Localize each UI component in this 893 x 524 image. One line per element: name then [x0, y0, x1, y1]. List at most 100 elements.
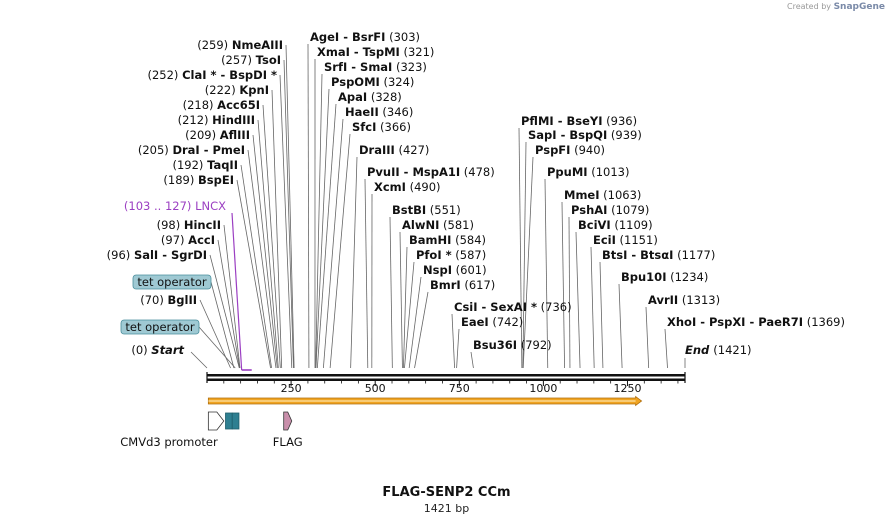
site-text: PspFI (940) [535, 143, 605, 157]
site-connector [408, 276, 422, 369]
site-lines [190, 43, 686, 369]
site-text: EaeI (742) [461, 315, 523, 329]
site-text: AvrII (1313) [648, 293, 720, 307]
site-text: (189) BspEI [163, 173, 234, 187]
site-text: BstBI (551) [392, 203, 461, 217]
primer-text: (103 .. 127) LNCX [124, 199, 226, 213]
site-connector [209, 254, 240, 369]
site-text: (252) ClaI * - BspDI * [147, 68, 277, 82]
site-text: BciVI (1109) [578, 218, 653, 232]
site-nspi: NspI (601) [423, 263, 487, 277]
feature-tet-operator [225, 412, 233, 430]
tet-connector [210, 281, 235, 369]
site-text: Bpu10I (1234) [621, 270, 708, 284]
site-connector [404, 261, 415, 369]
site-clai-bspdi: (252) ClaI * - BspDI * [147, 68, 277, 82]
site-connector [315, 73, 323, 369]
site-connector [307, 43, 310, 369]
snapgene-logo-text: SnapGene [833, 2, 885, 12]
site-nmeaiii: (259) NmeAIII [197, 38, 283, 52]
site-text: MmeI (1063) [564, 188, 641, 202]
site-bcivi: BciVI (1109) [578, 218, 653, 232]
site-taqii: (192) TaqII [172, 158, 238, 172]
axis-tick: 500 [365, 381, 386, 395]
site-bspei: (189) BspEI [163, 173, 234, 187]
site-connector [364, 178, 369, 369]
site-text: (259) NmeAIII [197, 38, 283, 52]
feature-shape [231, 412, 240, 430]
credit-prefix: Created by [787, 2, 832, 11]
site-connector [315, 88, 330, 369]
backbone-strand-top [207, 374, 685, 377]
site-text: PflMI - BseYI (936) [521, 114, 637, 128]
site-connector [257, 119, 279, 369]
axis-tick: 750 [449, 381, 470, 395]
site-ecii: EciI (1151) [593, 233, 658, 247]
tet-operator-label: tet operator [120, 319, 200, 335]
site-text: (70) BglII [140, 293, 197, 307]
site-connector [247, 149, 277, 369]
site-connector [403, 246, 408, 369]
site-connector [645, 306, 650, 369]
site-pflmi-bseyi: PflMI - BseYI (936) [521, 114, 637, 128]
site-text: (218) Acc65I [183, 98, 260, 112]
site-connector [456, 328, 460, 369]
site-kpni: (222) KpnI [205, 83, 269, 97]
site-drai-pmei: (205) DraI - PmeI [138, 143, 245, 157]
site-pshai: PshAI (1079) [571, 203, 649, 217]
backbone-strand-bottom [207, 378, 685, 381]
site-text: BmrI (617) [430, 278, 495, 292]
start-label: (0) Start [131, 343, 184, 357]
site-connector [561, 201, 565, 369]
feature-shape [283, 411, 293, 431]
site-ppumi: PpuMI (1013) [547, 165, 629, 179]
site-connector [283, 59, 294, 369]
axis-tick: 1000 [529, 381, 557, 395]
site-connector [329, 133, 351, 369]
site-xmai-tspmi: XmaI - TspMI (321) [317, 45, 434, 59]
site-acc65i: (218) Acc65I [183, 98, 260, 112]
site-connector [279, 74, 293, 369]
site-avrii: AvrII (1313) [648, 293, 720, 307]
site-text: AgeI - BsrFI (303) [310, 30, 420, 44]
plasmid-linear-map: (259) NmeAIII(257) TsoI(252) ClaI * - Bs… [107, 30, 845, 449]
site-text: (209) AflIII [185, 128, 250, 142]
site-connector [223, 224, 241, 369]
tet-operator-text: tet operator [137, 275, 206, 289]
site-text: (97) AccI [161, 233, 215, 247]
site-connector [217, 239, 241, 369]
site-bpu10i: Bpu10I (1234) [621, 270, 708, 284]
site-pspfi: PspFI (940) [535, 143, 605, 157]
site-text: AlwNI (581) [402, 218, 474, 232]
feature-label: CMVd3 promoter [120, 435, 218, 449]
start-connector [190, 351, 208, 369]
site-pvuii-mspa1i: PvuII - MspA1I (478) [367, 165, 495, 179]
site-text: (257) TsoI [221, 53, 281, 67]
feature-label: FLAG [273, 435, 303, 449]
site-text: PspOMI (324) [331, 75, 414, 89]
site-connector [389, 216, 393, 369]
site-afliii: (209) AflIII [185, 128, 250, 142]
site-agei-bsrfi: AgeI - BsrFI (303) [310, 30, 420, 44]
map-size-label: 1421 bp [423, 502, 470, 515]
site-connector [316, 103, 337, 369]
site-text: (222) KpnI [205, 83, 269, 97]
site-xhoi-pspxi-paer7i: XhoI - PspXI - PaeR7I (1369) [667, 315, 845, 329]
axis-tick: 1250 [613, 381, 641, 395]
axis-tick-label: 750 [449, 382, 470, 395]
site-connector [544, 178, 549, 369]
tet-operator-pill [120, 319, 200, 335]
site-haeii: HaeII (346) [345, 105, 413, 119]
site-eaei: EaeI (742) [461, 315, 523, 329]
site-text: BtsI - BtsαI (1177) [602, 248, 715, 262]
site-text: (98) HincII [157, 218, 221, 232]
start-text: (0) Start [131, 343, 184, 357]
site-acci: (97) AccI [161, 233, 215, 247]
site-text: (192) TaqII [172, 158, 238, 172]
site-connector [240, 164, 272, 369]
site-connector [350, 156, 358, 369]
site-alwni: AlwNI (581) [402, 218, 474, 232]
site-bglii: (70) BglII [140, 293, 197, 307]
site-connector [285, 44, 295, 369]
site-bstbi: BstBI (551) [392, 203, 461, 217]
